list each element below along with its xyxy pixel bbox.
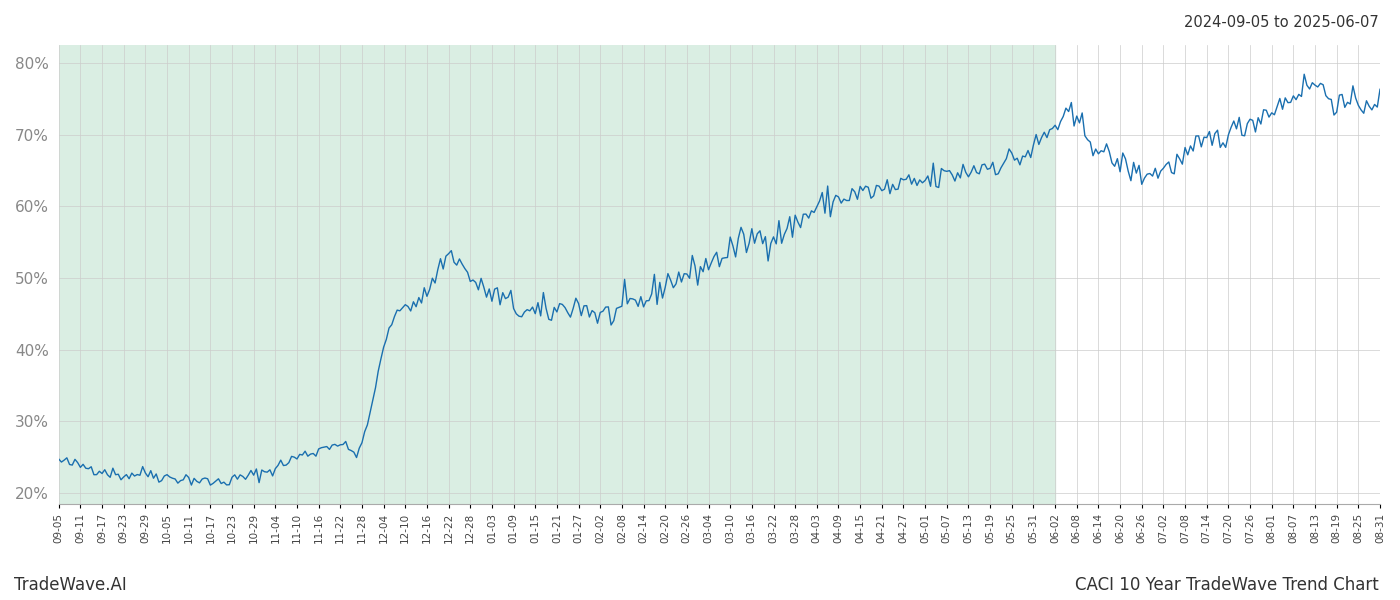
Bar (59, 45, 1056, 504)
Text: 2024-09-05 to 2025-06-07: 2024-09-05 to 2025-06-07 (1184, 15, 1379, 30)
Text: TradeWave.AI: TradeWave.AI (14, 576, 127, 594)
Text: CACI 10 Year TradeWave Trend Chart: CACI 10 Year TradeWave Trend Chart (1075, 576, 1379, 594)
